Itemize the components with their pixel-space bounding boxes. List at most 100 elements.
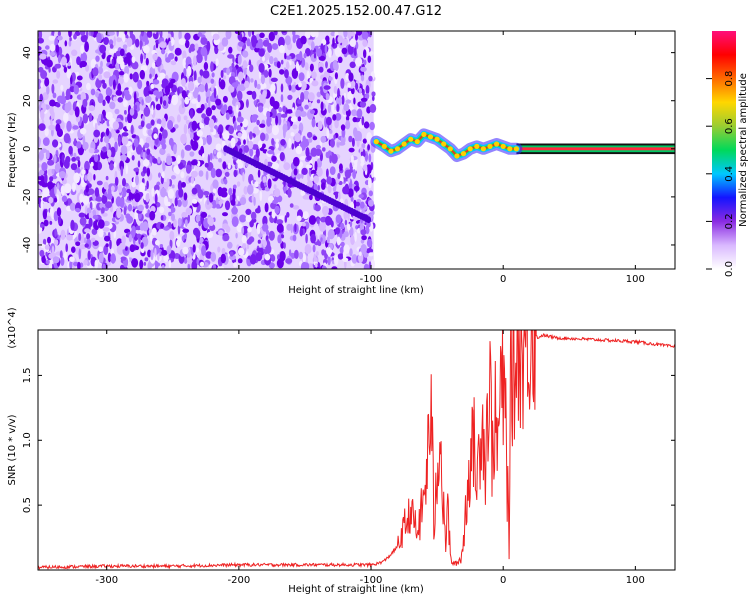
noise-speckle <box>305 164 313 169</box>
noise-speckle <box>82 113 89 124</box>
noise-speckle <box>338 163 343 171</box>
noise-speckle <box>340 78 345 89</box>
noise-speckle <box>347 82 351 88</box>
noise-speckle <box>248 140 254 150</box>
noise-speckle <box>57 35 63 41</box>
noise-speckle <box>247 184 254 195</box>
noise-speckle <box>271 155 277 162</box>
noise-speckle <box>224 200 231 211</box>
noise-speckle <box>48 67 51 73</box>
noise-speckle <box>163 100 167 107</box>
noise-speckle <box>212 264 217 269</box>
noise-speckle <box>92 214 99 220</box>
noise-speckle <box>264 202 269 213</box>
noise-speckle <box>174 47 182 56</box>
noise-speckle <box>259 123 266 128</box>
noise-speckle <box>80 34 88 43</box>
noise-speckle <box>345 115 350 121</box>
noise-speckle <box>44 173 48 184</box>
noise-speckle <box>134 192 141 203</box>
noise-speckle <box>88 105 95 112</box>
snr-y-ticks: 0.5 1.0 1.5 <box>22 367 675 513</box>
carrier-point <box>467 146 473 152</box>
noise-speckle <box>135 144 143 155</box>
noise-speckle <box>325 61 328 69</box>
noise-speckle <box>327 229 335 240</box>
noise-speckle <box>301 167 308 175</box>
noise-speckle <box>120 256 127 261</box>
carrier-point <box>388 148 394 154</box>
noise-speckle <box>191 187 198 195</box>
noise-speckle <box>154 193 158 205</box>
noise-speckle <box>86 82 91 91</box>
noise-speckle <box>215 58 219 67</box>
noise-speckle <box>355 33 358 41</box>
noise-speckle <box>250 78 254 83</box>
noise-speckle <box>140 120 145 128</box>
noise-speckle <box>133 138 139 148</box>
noise-speckle <box>305 233 308 244</box>
noise-speckle <box>239 214 247 223</box>
noise-speckle <box>284 35 291 46</box>
noise-speckle <box>242 118 249 128</box>
chart-title: C2E1.2025.152.00.47.G12 <box>270 4 442 19</box>
noise-speckle <box>112 79 116 90</box>
noise-speckle <box>199 69 204 76</box>
noise-speckle <box>183 192 188 201</box>
noise-speckle <box>176 239 181 248</box>
noise-speckle <box>161 129 168 139</box>
noise-speckle <box>153 133 158 140</box>
noise-speckle <box>158 172 161 178</box>
noise-speckle <box>311 80 319 87</box>
noise-speckle <box>349 61 356 69</box>
noise-speckle <box>335 95 343 106</box>
noise-speckle <box>369 121 375 131</box>
noise-speckle <box>345 99 351 104</box>
x-tick-label: 100 <box>626 274 645 285</box>
noise-speckle <box>325 93 330 101</box>
noise-speckle <box>258 63 265 73</box>
noise-speckle <box>42 137 50 147</box>
noise-speckle <box>350 87 355 95</box>
colorbar-tick-label: 0.2 <box>724 213 735 229</box>
noise-speckle <box>122 44 128 49</box>
noise-speckle <box>282 105 287 113</box>
noise-speckle <box>206 231 214 238</box>
noise-speckle <box>133 91 137 103</box>
noise-speckle <box>223 178 228 185</box>
noise-speckle <box>110 146 116 158</box>
noise-speckle <box>215 143 222 151</box>
noise-speckle <box>313 257 318 262</box>
noise-speckle <box>129 73 133 80</box>
noise-speckle <box>236 116 244 123</box>
noise-speckle <box>203 116 210 125</box>
noise-speckle <box>337 253 344 260</box>
noise-speckle <box>290 223 293 234</box>
noise-speckle <box>51 83 55 94</box>
noise-speckle <box>290 84 297 93</box>
noise-speckle <box>184 39 190 49</box>
noise-speckle <box>71 182 76 193</box>
noise-speckle <box>320 179 327 184</box>
noise-speckle <box>166 245 172 255</box>
noise-speckle <box>251 114 259 119</box>
noise-speckle <box>245 215 252 223</box>
noise-speckle <box>88 147 95 154</box>
noise-speckle <box>164 195 168 206</box>
noise-speckle <box>123 56 130 64</box>
noise-speckle <box>109 44 114 49</box>
noise-speckle <box>95 55 100 62</box>
noise-speckle <box>270 83 276 93</box>
noise-speckle <box>242 172 245 182</box>
noise-speckle <box>44 77 50 87</box>
noise-speckle <box>61 154 65 164</box>
noise-speckle <box>197 76 202 84</box>
noise-speckle <box>147 261 152 269</box>
noise-speckle <box>196 53 203 64</box>
noise-speckle <box>308 137 313 143</box>
noise-speckle <box>56 207 62 217</box>
noise-speckle <box>123 100 128 108</box>
noise-speckle <box>324 44 328 54</box>
noise-speckle <box>281 146 285 151</box>
